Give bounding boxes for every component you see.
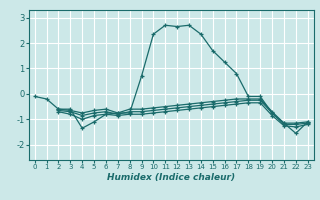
X-axis label: Humidex (Indice chaleur): Humidex (Indice chaleur) (107, 173, 235, 182)
